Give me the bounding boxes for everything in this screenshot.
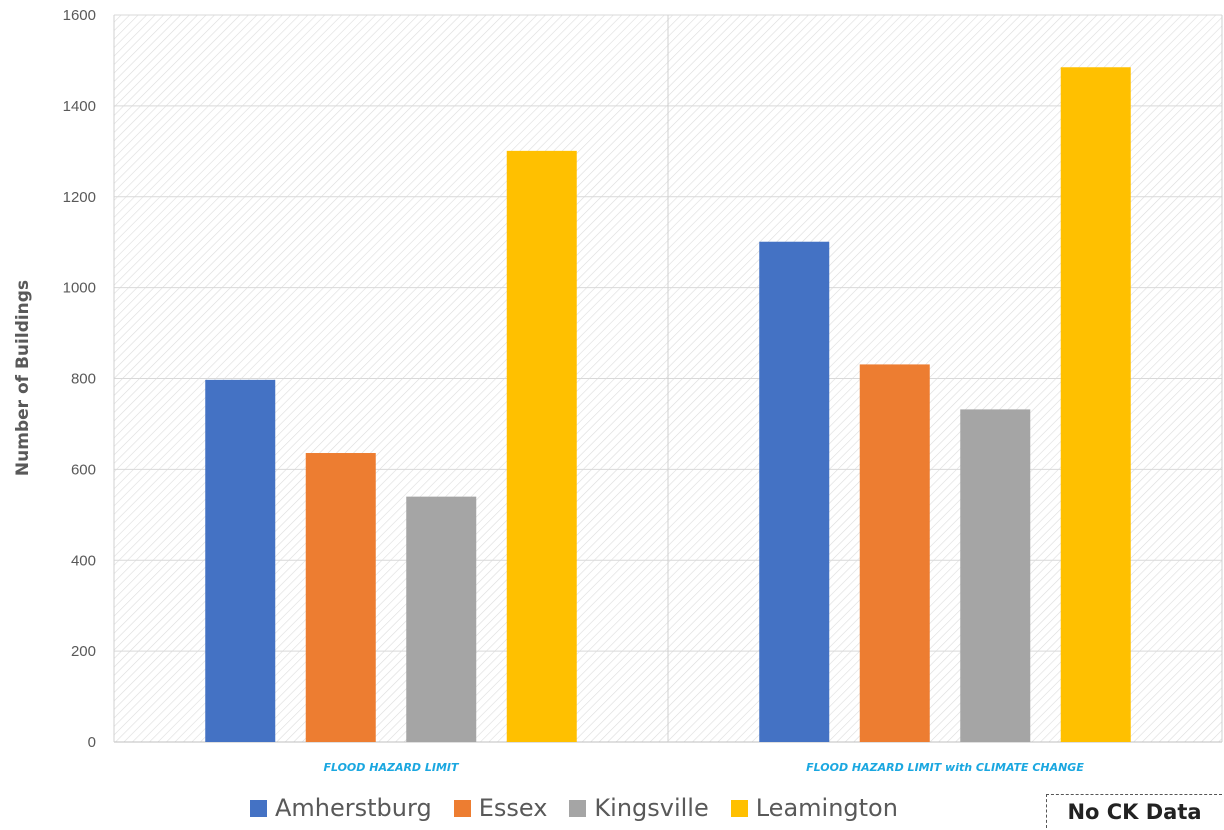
y-tick-label: 600 [71,461,96,478]
legend-label: Amherstburg [275,794,432,822]
bar-essex [305,453,376,742]
legend-label: Essex [478,794,548,822]
y-tick-label: 1000 [63,280,96,297]
legend-label: Leamington [755,794,898,822]
bar-kingsville [406,496,477,742]
bar-kingsville [960,409,1031,742]
legend-item-amherstburg: Amherstburg [250,794,432,822]
y-axis-label: Number of Buildings [13,280,33,476]
no-ck-data-note: No CK Data [1046,794,1222,828]
legend-swatch [250,799,267,817]
legend: Amherstburg Essex Kingsville Leamington [250,790,898,826]
bars [205,67,1131,743]
y-axis-ticks: 0 200 400 600 800 1000 1200 1400 1600 [63,7,96,751]
y-tick-label: 1200 [63,189,96,206]
bar-leamington [1060,67,1131,743]
gridlines [113,14,1223,743]
legend-swatch [453,799,471,817]
legend-item-essex: Essex [453,794,548,822]
x-category-label: FLOOD HAZARD LIMIT with CLIMATE CHANGE [806,761,1084,774]
y-tick-label: 1600 [63,7,96,24]
y-tick-label: 1400 [63,98,96,115]
bar-essex [859,364,930,742]
legend-item-leamington: Leamington [730,794,898,822]
bar-amherstburg [205,379,276,742]
bar-amherstburg [759,241,830,742]
legend-swatch [730,799,748,817]
x-axis-categories: FLOOD HAZARD LIMIT FLOOD HAZARD LIMIT wit… [323,761,1084,774]
legend-swatch [569,799,587,817]
legend-label: Kingsville [594,794,709,822]
x-category-label: FLOOD HAZARD LIMIT [323,761,460,774]
bar-leamington [506,150,577,742]
y-tick-label: 200 [71,643,96,660]
bar-chart: 0 200 400 600 800 1000 1200 1400 1600 FLOOD HAZA… [13,7,1223,774]
y-tick-label: 800 [71,371,96,388]
y-tick-label: 400 [71,552,96,569]
legend-item-kingsville: Kingsville [569,794,709,822]
y-tick-label: 0 [88,734,96,751]
